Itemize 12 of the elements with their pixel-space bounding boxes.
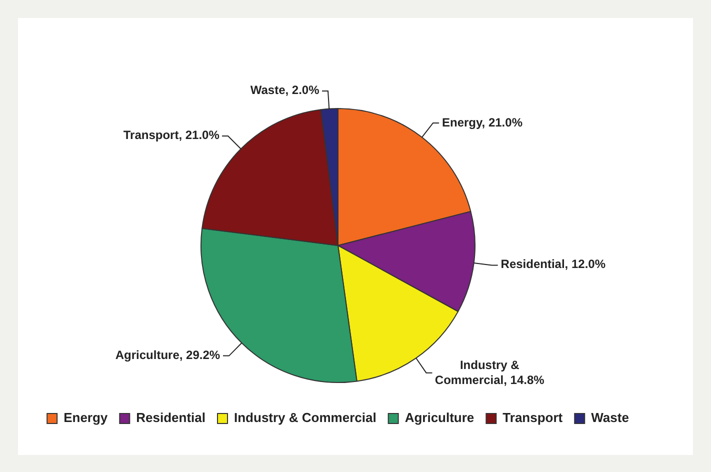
legend-label: Residential xyxy=(136,410,206,426)
legend-label: Transport xyxy=(502,410,564,426)
data-label: Agriculture, 29.2% xyxy=(115,348,220,362)
legend-label: Industry & Commercial xyxy=(234,410,376,426)
data-label: Industry & Commercial, 14.8% xyxy=(434,358,545,387)
data-label: Residential, 12.0% xyxy=(500,257,606,272)
legend-label: Waste xyxy=(591,410,629,426)
legend-label: Agriculture xyxy=(404,410,474,426)
data-label: Transport, 21.0% xyxy=(123,128,220,142)
data-label: Waste, 2.0% xyxy=(250,83,320,98)
data-label: Energy, 21.0% xyxy=(442,115,523,130)
legend-label: Energy xyxy=(64,410,108,426)
